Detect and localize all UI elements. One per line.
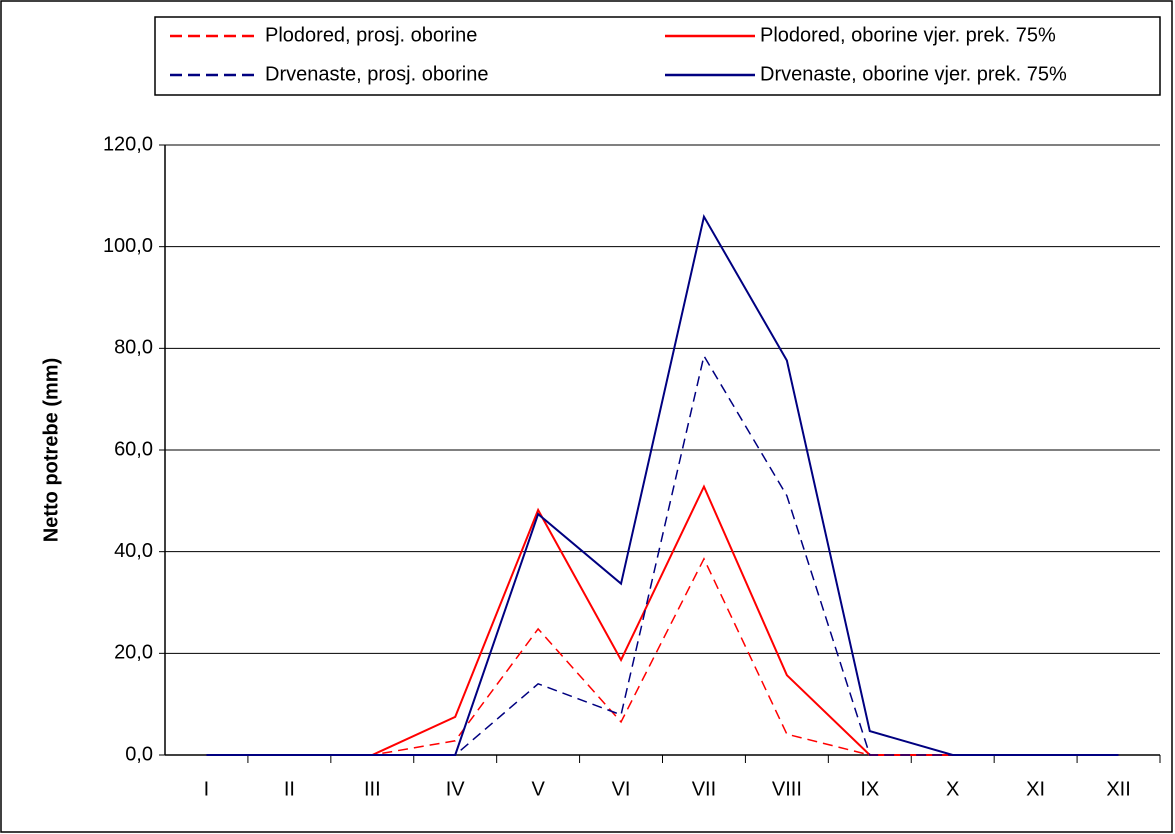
line-series	[206, 213, 1119, 756]
x-tick-label: IV	[446, 778, 466, 800]
legend-label: Plodored, prosj. oborine	[265, 24, 477, 46]
y-tick-label: 20,0	[114, 642, 153, 664]
y-tick-label: 80,0	[114, 337, 153, 359]
x-tick-label: X	[946, 778, 959, 800]
x-tick-label: XII	[1106, 778, 1130, 800]
x-tick-label: VI	[612, 778, 631, 800]
x-tick-label: I	[204, 778, 210, 800]
y-tick-label: 60,0	[114, 438, 153, 460]
legend-label: Drvenaste, prosj. oborine	[265, 63, 488, 85]
y-tick-label: 40,0	[114, 540, 153, 562]
x-tick-label: XI	[1026, 778, 1045, 800]
legend-label: Drvenaste, oborine vjer. prek. 75%	[760, 63, 1067, 85]
x-tick-label: V	[531, 778, 545, 800]
x-tick-label: III	[364, 778, 381, 800]
y-axis-title: Netto potrebe (mm)	[40, 358, 62, 542]
x-tick-label: VII	[692, 778, 716, 800]
legend-box	[154, 16, 1161, 96]
legend-label: Plodored, oborine vjer. prek. 75%	[760, 24, 1056, 46]
y-tick-label: 100,0	[103, 235, 153, 257]
x-tick-label: II	[284, 778, 295, 800]
x-tick-label: IX	[860, 778, 879, 800]
y-tick-label: 0,0	[125, 743, 153, 765]
x-tick-label: VIII	[772, 778, 802, 800]
y-tick-label: 120,0	[103, 133, 153, 155]
